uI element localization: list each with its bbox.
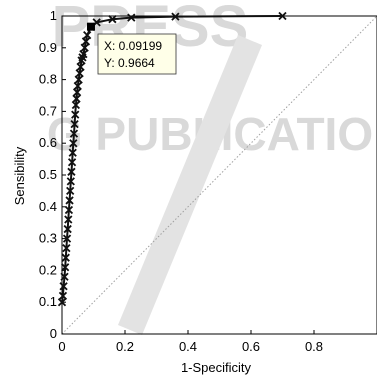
roc-point-marker xyxy=(67,167,76,176)
y-tick-label: 0.5 xyxy=(39,167,57,182)
roc-point-marker xyxy=(68,148,77,157)
reference-diagonal xyxy=(61,15,377,335)
roc-point-marker xyxy=(65,196,74,205)
y-tick-label: 0.1 xyxy=(39,294,57,309)
y-tick-label: 0.7 xyxy=(39,103,57,118)
roc-point-marker xyxy=(127,13,136,22)
roc-point-marker xyxy=(71,110,80,119)
roc-point-marker xyxy=(61,253,70,262)
roc-point-marker xyxy=(60,272,69,281)
roc-point-marker xyxy=(57,298,67,307)
y-tick-label: 0.9 xyxy=(39,40,57,55)
x-axis-label: 1-Specificity xyxy=(181,360,252,375)
datatip-box xyxy=(97,33,177,75)
x-tick-label: 0.6 xyxy=(242,339,260,354)
watermark-slash xyxy=(117,35,263,335)
y-axis-label: Sensibility xyxy=(12,146,27,205)
roc-point-marker xyxy=(67,158,77,167)
roc-point-marker xyxy=(63,224,72,234)
roc-point-marker xyxy=(278,11,287,21)
roc-point-marker xyxy=(83,30,92,40)
roc-point-marker xyxy=(69,139,78,148)
datatip: X: 0.09199 Y: 0.9664 xyxy=(86,22,177,75)
roc-point-marker xyxy=(73,81,82,91)
y-tick-label: 0.8 xyxy=(39,72,57,87)
roc-markers xyxy=(57,11,287,307)
x-tick-label: 0.8 xyxy=(305,339,323,354)
roc-point-marker xyxy=(81,37,91,46)
datatip-y-text: Y: 0.9664 xyxy=(104,56,155,70)
y-tick-label: 0.6 xyxy=(39,135,57,150)
y-tick-label: 1 xyxy=(50,8,57,23)
roc-point-marker xyxy=(61,263,70,272)
roc-point-marker xyxy=(69,129,79,138)
y-tick-label: 0.2 xyxy=(39,262,57,277)
roc-point-marker xyxy=(66,186,75,196)
roc-point-marker xyxy=(108,15,117,24)
datatip-x-text: X: 0.09199 xyxy=(104,39,162,53)
roc-point-marker xyxy=(79,50,88,59)
x-axis-ticks: 0 0.2 0.4 0.6 0.8 xyxy=(58,330,323,354)
y-tick-label: 0.3 xyxy=(39,231,57,246)
roc-point-marker xyxy=(64,205,74,215)
y-tick-label: 0 xyxy=(50,326,57,341)
roc-point-marker xyxy=(171,12,180,21)
y-tick-label: 0.4 xyxy=(39,199,57,214)
roc-point-marker xyxy=(76,62,85,72)
roc-point-marker xyxy=(74,75,83,84)
roc-point-marker xyxy=(80,43,89,52)
x-tick-label: 0.2 xyxy=(116,339,134,354)
x-tick-label: 0.4 xyxy=(179,339,197,354)
roc-point-marker xyxy=(58,291,68,300)
y-axis-ticks: 0 0.1 0.2 0.3 0.4 0.5 0.6 0.7 0.8 0.9 1 xyxy=(39,8,66,341)
x-tick-label: 0 xyxy=(58,339,65,354)
datatip-point xyxy=(86,22,95,31)
roc-point-marker xyxy=(70,119,79,129)
roc-point-marker xyxy=(75,69,84,78)
roc-point-marker xyxy=(66,177,75,186)
roc-point-marker xyxy=(59,282,68,291)
roc-curve-line xyxy=(61,15,283,303)
roc-point-marker xyxy=(64,215,73,224)
roc-point-marker xyxy=(62,244,71,253)
roc-point-marker xyxy=(62,234,72,243)
